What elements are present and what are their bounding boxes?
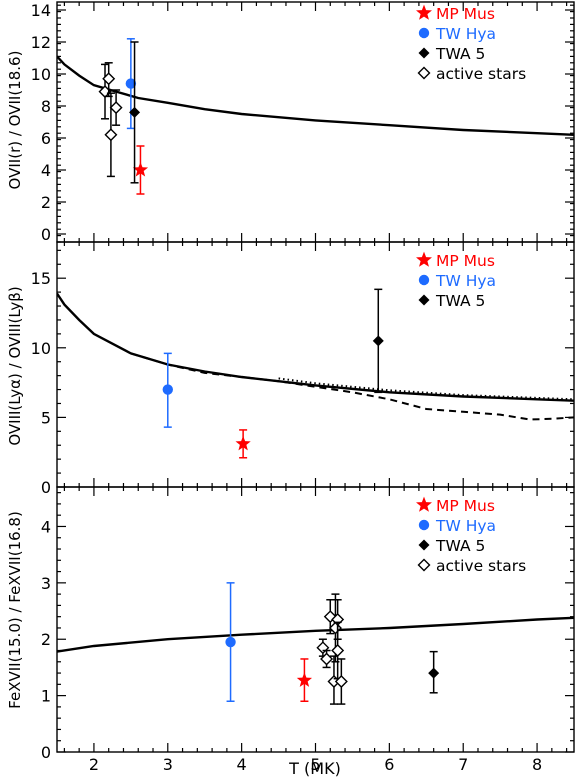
- model-curve-solid: [57, 292, 574, 402]
- data-point-tw-hya: [225, 636, 236, 648]
- data-point-twa-5: [372, 335, 384, 347]
- y-tick-label: 0: [41, 743, 51, 762]
- y-axis-label: OVII(r) / OVII(18.6): [6, 51, 24, 190]
- panel-oxygen-vii-ratio: 0 2 4 6 8 10 12 14 OVII(r) / OVII(18.6) MP Mus TW …: [6, 1, 575, 244]
- y-tick-label: 8: [41, 97, 51, 116]
- y-tick-label: 2: [41, 630, 51, 649]
- y-tick-label: 10: [31, 65, 51, 84]
- legend-label-mp-mus: MP Mus: [436, 497, 495, 515]
- legend-marker-mp-mus: [416, 496, 432, 512]
- y-tick-label: 6: [41, 129, 51, 148]
- y-tick-label: 14: [31, 1, 51, 20]
- data-point-active-stars: [102, 72, 116, 86]
- y-tick-label: 3: [41, 574, 51, 593]
- data-point-twa-5: [129, 106, 141, 118]
- y-tick-label: 5: [41, 408, 51, 427]
- legend-label-twa-5: TWA 5: [435, 537, 485, 555]
- legend-marker-active-stars: [417, 558, 431, 572]
- legend-label-mp-mus: MP Mus: [436, 252, 495, 270]
- plot-frame: [56, 241, 575, 488]
- x-axis-label: T (MK): [288, 759, 341, 778]
- legend-label-tw-hya: TW Hya: [435, 25, 496, 43]
- x-tick-label: 3: [163, 755, 173, 774]
- plot-area: [57, 582, 574, 705]
- legend: MP Mus TW Hya TWA 5: [416, 251, 496, 310]
- model-curve-dashed: [130, 352, 574, 421]
- x-tick-label: 7: [458, 755, 468, 774]
- panel-iron-xvii-ratio: 2 3 4 5 6 7 8 0 1 2 3 4 FeXVII(15.0) / FeXVII(16.8) M…: [6, 486, 575, 774]
- model-curve-solid: [57, 616, 574, 653]
- data-point-active-stars: [109, 101, 123, 115]
- y-tick-label: 1: [41, 687, 51, 706]
- data-point-tw-hya: [125, 78, 137, 89]
- data-point-mp-mus: [296, 672, 313, 687]
- y-tick-label: 10: [31, 339, 51, 358]
- data-point-active-stars: [104, 128, 118, 142]
- legend-label-active-stars: active stars: [436, 557, 526, 575]
- legend-label-tw-hya: TW Hya: [435, 272, 496, 290]
- data-point-mp-mus: [132, 162, 149, 177]
- data-point-active-stars: [334, 675, 348, 689]
- plot-area: [57, 38, 574, 195]
- legend-marker-twa-5: [418, 539, 430, 551]
- legend-marker-mp-mus: [416, 4, 432, 20]
- legend-marker-tw-hya: [418, 274, 430, 286]
- panel-oxygen-viii-ratio: 0 5 10 15 OVIII(Lyα) / OVIII(Lyβ) MP Mus TW Hy…: [6, 241, 575, 497]
- y-tick-label: 15: [31, 269, 51, 288]
- legend-marker-mp-mus: [416, 251, 432, 267]
- y-tick-label: 12: [31, 33, 51, 52]
- plot-frame: [56, 486, 575, 753]
- legend: MP Mus TW Hya TWA 5 active stars: [416, 4, 526, 83]
- data-point-twa-5: [428, 667, 440, 679]
- y-axis-label: FeXVII(15.0) / FeXVII(16.8): [6, 511, 24, 709]
- data-point-active-stars: [331, 644, 345, 658]
- x-tick-label: 8: [532, 755, 542, 774]
- legend-label-twa-5: TWA 5: [435, 45, 485, 63]
- y-tick-label: 4: [41, 161, 51, 180]
- legend-marker-tw-hya: [418, 27, 430, 39]
- x-tick-label: 5: [310, 755, 320, 774]
- legend: MP Mus TW Hya TWA 5 active stars: [416, 496, 526, 575]
- data-point-mp-mus: [235, 435, 251, 451]
- plot-area: [57, 288, 574, 459]
- legend-label-tw-hya: TW Hya: [435, 517, 496, 535]
- x-tick-label: 6: [384, 755, 394, 774]
- y-axis-label: OVIII(Lyα) / OVIII(Lyβ): [6, 286, 24, 445]
- y-tick-label: 2: [41, 193, 51, 212]
- legend-marker-twa-5: [418, 47, 430, 59]
- x-tick-label: 2: [89, 755, 99, 774]
- legend-marker-tw-hya: [418, 519, 430, 531]
- legend-label-mp-mus: MP Mus: [436, 5, 495, 23]
- model-curve-solid: [57, 55, 574, 136]
- legend-marker-twa-5: [418, 294, 430, 306]
- data-point-active-stars: [320, 652, 334, 666]
- x-tick-label: 4: [237, 755, 247, 774]
- data-point-tw-hya: [162, 384, 173, 395]
- y-tick-label: 4: [41, 517, 51, 536]
- y-tick-label: 0: [41, 225, 51, 244]
- y-tick-label: 0: [41, 478, 51, 497]
- legend-label-active-stars: active stars: [436, 65, 526, 83]
- model-curve-dotted: [278, 377, 574, 401]
- legend-label-twa-5: TWA 5: [435, 292, 485, 310]
- legend-marker-active-stars: [417, 66, 431, 80]
